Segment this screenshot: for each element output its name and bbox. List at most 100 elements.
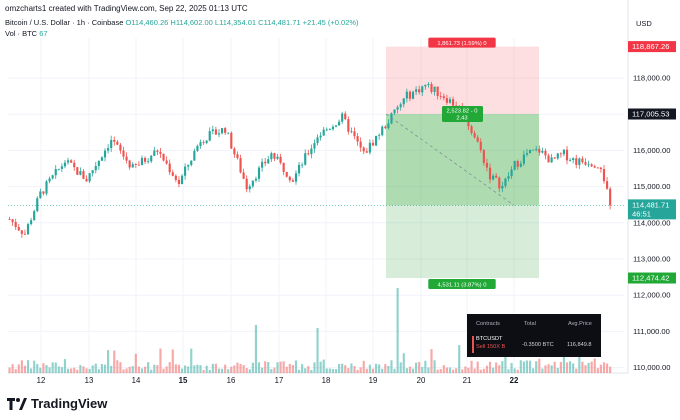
volume-bar	[8, 367, 11, 373]
candle-body	[310, 148, 313, 155]
volume-bar	[445, 367, 448, 373]
volume-bar	[365, 368, 368, 373]
volume-bar	[39, 367, 42, 373]
last-price-tag-bg	[628, 199, 676, 220]
candle-body	[424, 84, 427, 87]
volume-bar	[565, 362, 569, 373]
candle-body	[54, 169, 57, 176]
candle-body	[214, 129, 217, 135]
candle-body	[550, 157, 553, 163]
volume-bar	[596, 368, 599, 373]
candle-body	[541, 150, 544, 153]
candle-body	[110, 139, 113, 149]
candle-body	[602, 169, 606, 182]
volume-bar	[581, 361, 584, 373]
volume-bar	[439, 369, 442, 373]
position-side-marker	[472, 336, 474, 353]
volume-bar	[264, 361, 267, 373]
volume-bar	[307, 366, 310, 373]
candle-body	[473, 132, 476, 138]
time-axis[interactable]: 12 13 14 15 16 17 18 19 20 21 22	[37, 376, 519, 385]
candle-body	[122, 150, 125, 157]
candle-body	[150, 155, 153, 162]
volume-bar	[532, 368, 535, 373]
position-zones[interactable]	[386, 46, 539, 279]
candle-body	[202, 142, 205, 144]
candle-body	[341, 113, 344, 122]
candle-body	[264, 161, 267, 164]
volume-bar	[522, 361, 525, 373]
volume-bar	[288, 363, 291, 373]
candle-body	[242, 172, 245, 179]
volume-bar	[297, 369, 301, 373]
candle-body	[119, 144, 122, 151]
candle-body	[556, 153, 559, 159]
volume-bar	[196, 364, 199, 373]
volume-bar	[427, 367, 430, 373]
candle-body	[70, 160, 73, 163]
ohlc-low: L114,354.01	[214, 18, 257, 27]
candle-body	[350, 131, 353, 133]
candle-body	[45, 181, 48, 194]
candle-body	[17, 227, 20, 231]
volume-bar	[227, 369, 230, 373]
candle-body	[91, 170, 94, 174]
time-tick-label: 14	[132, 376, 141, 385]
volume-bar	[165, 366, 168, 373]
candle-body	[233, 148, 236, 155]
price-axis[interactable]: 110,000.00 111,000.00 112,000.00 113,000.00…	[628, 41, 676, 372]
candle-body	[307, 153, 310, 155]
candle-body	[294, 173, 298, 182]
candle-body	[187, 164, 190, 167]
candle-body	[371, 142, 375, 146]
currency-label[interactable]: USD	[636, 19, 652, 28]
volume-bar	[510, 362, 513, 373]
candle-body	[445, 98, 448, 103]
volume-bar	[270, 369, 273, 373]
candle-body	[421, 86, 424, 93]
volume-bar	[347, 368, 350, 373]
volume-bar	[374, 363, 378, 373]
volume-bar	[257, 362, 261, 373]
candle-body	[590, 164, 593, 167]
volume-bar	[276, 362, 279, 373]
volume-bar	[575, 368, 578, 373]
volume-bar	[208, 369, 211, 373]
volume-bar	[528, 360, 532, 373]
candle-body	[587, 164, 590, 166]
volume-legend[interactable]: Vol · BTC 67	[5, 29, 48, 38]
volume-bar	[245, 367, 248, 373]
volume-bar	[239, 363, 242, 373]
tradingview-logo[interactable]: TradingView	[7, 396, 107, 411]
col-contracts: Contracts	[476, 321, 500, 327]
volume-bar	[541, 368, 544, 373]
candle-body	[100, 157, 104, 161]
volume-bar	[436, 369, 439, 373]
symbol-title[interactable]: Bitcoin / U.S. Dollar · 1h · Coinbase	[5, 18, 124, 27]
candle-body	[245, 178, 248, 190]
candle-body	[279, 156, 282, 163]
volume-bar	[488, 361, 492, 373]
volume-bar	[153, 364, 156, 373]
volume-bar	[137, 366, 140, 373]
volume-bar	[411, 368, 415, 373]
candle-body	[82, 171, 85, 179]
volume-bar	[91, 365, 94, 373]
candle-body	[88, 173, 91, 182]
trade-path-line	[385, 113, 515, 206]
candle-body	[596, 167, 599, 169]
candle-body	[347, 119, 350, 132]
candle-body	[559, 153, 562, 155]
countdown-tag: 46:51	[632, 209, 651, 218]
volume-bar	[251, 362, 254, 373]
volume-bar	[319, 361, 322, 373]
positions-table[interactable]: Contracts Total Avg.Price BTCUSDT Sell 1…	[467, 314, 601, 357]
candle-body	[180, 175, 184, 185]
candle-body	[73, 162, 76, 168]
time-tick-label: 20	[417, 376, 426, 385]
volume-bar	[482, 368, 485, 373]
volume-bar	[378, 364, 381, 373]
ratio-label-1: 2,523.82 - 0	[447, 108, 478, 114]
candle-body	[128, 160, 131, 168]
